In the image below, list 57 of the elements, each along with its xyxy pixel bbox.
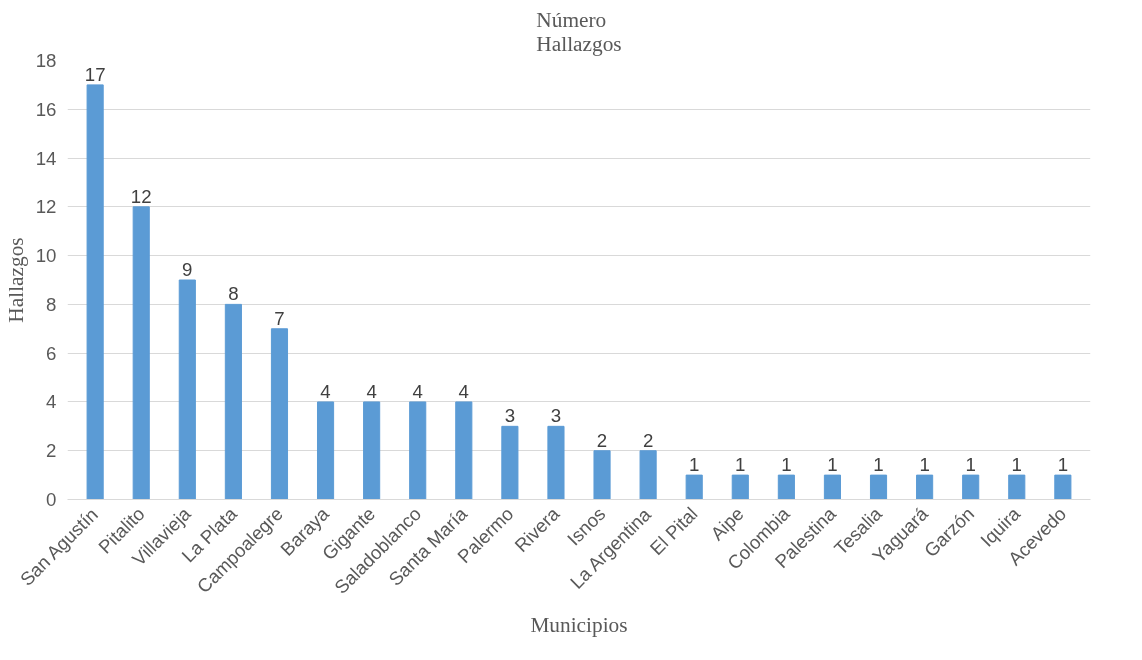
x-axis-title: Municipios bbox=[530, 613, 628, 638]
data-label: 1 bbox=[919, 454, 930, 476]
y-tick-label: 10 bbox=[35, 245, 57, 267]
bar bbox=[916, 474, 934, 500]
data-label: 1 bbox=[1057, 454, 1069, 476]
bar bbox=[501, 425, 519, 500]
data-label: 1 bbox=[827, 454, 838, 476]
bar bbox=[685, 474, 703, 500]
data-label: 17 bbox=[84, 63, 106, 85]
bar bbox=[593, 450, 611, 500]
data-label: 1 bbox=[1011, 454, 1022, 476]
y-tick-label: 12 bbox=[35, 196, 57, 218]
data-label: 3 bbox=[504, 405, 516, 427]
y-tick-label: 6 bbox=[46, 342, 57, 364]
data-label: 2 bbox=[596, 429, 608, 451]
bar bbox=[962, 474, 980, 500]
data-label: 12 bbox=[130, 185, 152, 207]
y-tick-label: 2 bbox=[46, 440, 57, 462]
bar bbox=[86, 84, 104, 500]
data-label: 1 bbox=[689, 454, 700, 476]
bar bbox=[363, 401, 381, 500]
bar bbox=[455, 401, 473, 500]
data-label: 1 bbox=[873, 454, 884, 476]
bar bbox=[178, 279, 196, 500]
y-tick-label: 18 bbox=[35, 50, 57, 71]
bar bbox=[869, 474, 888, 500]
data-label: 8 bbox=[228, 283, 239, 305]
data-label: 4 bbox=[412, 380, 423, 402]
bar bbox=[409, 401, 427, 500]
bar bbox=[777, 474, 795, 500]
data-label: 7 bbox=[274, 307, 285, 329]
chart-title: Número Hallazgos bbox=[536, 7, 622, 56]
y-tick-label: 16 bbox=[35, 98, 57, 120]
y-tick-label: 4 bbox=[46, 391, 57, 413]
bar bbox=[547, 425, 565, 500]
bar bbox=[270, 328, 289, 500]
data-label: 3 bbox=[550, 405, 562, 427]
bar bbox=[224, 303, 242, 500]
data-label: 2 bbox=[642, 429, 654, 451]
y-tick-label: 14 bbox=[35, 147, 57, 169]
y-axis-title: Hallazgos bbox=[3, 237, 28, 323]
data-label: 1 bbox=[735, 454, 746, 476]
bar bbox=[1008, 474, 1026, 500]
y-tick-label: 0 bbox=[46, 489, 57, 510]
data-label: 1 bbox=[781, 454, 792, 476]
bar bbox=[731, 474, 749, 500]
bar bbox=[639, 450, 657, 500]
y-tick-label: 8 bbox=[46, 293, 57, 315]
data-label: 4 bbox=[458, 380, 469, 402]
bar bbox=[1054, 474, 1072, 500]
bar bbox=[316, 401, 335, 500]
bar bbox=[132, 206, 150, 500]
data-label: 4 bbox=[320, 380, 331, 402]
data-label: 1 bbox=[965, 454, 976, 476]
data-label: 4 bbox=[366, 380, 377, 402]
data-label: 9 bbox=[182, 259, 193, 280]
bar bbox=[823, 474, 842, 500]
